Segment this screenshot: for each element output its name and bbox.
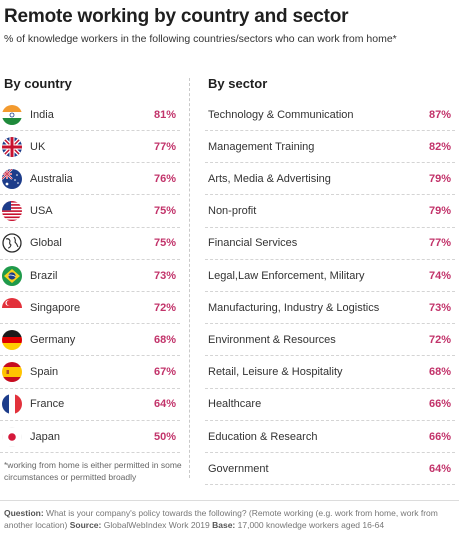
- sector-label: Legal,Law Enforcement, Military: [208, 269, 365, 282]
- sector-row: Healthcare 66%: [205, 389, 455, 421]
- question-text: What is your company's policy towards th…: [4, 508, 438, 530]
- country-value: 75%: [153, 205, 176, 218]
- sector-row: Financial Services 77%: [205, 228, 455, 260]
- country-row: Brazil 73%: [0, 260, 180, 292]
- country-row: Germany 68%: [0, 324, 180, 357]
- sector-row: Non-profit 79%: [205, 196, 455, 228]
- singapore-flag-icon: [2, 297, 22, 318]
- sector-value: 77%: [428, 237, 451, 250]
- sector-row: Legal,Law Enforcement, Military 74%: [205, 260, 455, 292]
- sector-row: Manufacturing, Industry & Logistics 73%: [205, 292, 455, 325]
- source-note: Question: What is your company's policy …: [4, 508, 456, 532]
- sector-value: 79%: [428, 172, 451, 185]
- sector-row: Management Training 82%: [205, 131, 455, 164]
- country-value: 67%: [153, 366, 176, 379]
- sector-label: Retail, Leisure & Hospitality: [208, 366, 343, 379]
- globe-icon: [2, 233, 22, 253]
- footer-divider: [0, 500, 459, 501]
- country-label: Singapore: [30, 301, 81, 314]
- sector-label: Environment & Resources: [208, 333, 336, 346]
- sector-value: 87%: [428, 108, 451, 121]
- base-text: 17,000 knowledge workers aged 16-64: [237, 519, 385, 530]
- question-label: Question:: [4, 508, 44, 518]
- country-row: USA 75%: [0, 196, 180, 228]
- source-label: Source:: [69, 519, 102, 530]
- country-row: Global 75%: [0, 228, 180, 260]
- country-label: USA: [30, 205, 53, 218]
- country-label: Brazil: [30, 269, 58, 282]
- sector-label: Healthcare: [208, 398, 262, 411]
- sector-value: 73%: [428, 301, 451, 314]
- sector-column-heading: By sector: [208, 76, 268, 91]
- australia-flag-icon: [2, 168, 22, 189]
- sector-value: 82%: [428, 140, 451, 153]
- country-value: 77%: [153, 140, 176, 153]
- sector-label: Financial Services: [208, 237, 298, 250]
- sector-value: 68%: [428, 366, 451, 379]
- india-flag-icon: [2, 104, 22, 125]
- spain-flag-icon: [2, 362, 22, 383]
- sector-value: 66%: [428, 398, 451, 411]
- column-divider: [189, 78, 190, 478]
- sector-label: Management Training: [208, 140, 315, 153]
- sector-label: Arts, Media & Advertising: [208, 172, 331, 185]
- country-row: France 64%: [0, 389, 180, 421]
- sector-label: Government: [208, 462, 269, 475]
- country-row: Spain 67%: [0, 357, 180, 389]
- footnote: *working from home is either permitted i…: [4, 460, 182, 482]
- country-label: Germany: [30, 333, 76, 346]
- country-label: Australia: [30, 172, 73, 185]
- sector-row: Government 64%: [205, 453, 455, 486]
- country-row: Japan 50%: [0, 421, 180, 453]
- base-label: Base:: [212, 519, 236, 530]
- sector-value: 72%: [428, 333, 451, 346]
- sector-row: Education & Research 66%: [205, 421, 455, 453]
- country-label: Global: [30, 237, 62, 250]
- france-flag-icon: [2, 394, 22, 415]
- country-label: France: [30, 398, 65, 411]
- country-value: 50%: [153, 430, 176, 443]
- country-row: UK 77%: [0, 131, 180, 164]
- sector-value: 74%: [428, 269, 451, 282]
- sector-value: 64%: [428, 462, 451, 475]
- sector-row: Environment & Resources 72%: [205, 324, 455, 357]
- country-label: Japan: [30, 430, 60, 443]
- country-column-heading: By country: [4, 76, 72, 91]
- country-row: India 81%: [0, 99, 180, 131]
- germany-flag-icon: [2, 329, 22, 350]
- sector-value: 66%: [428, 430, 451, 443]
- country-label: UK: [30, 140, 46, 153]
- country-label: Spain: [30, 366, 59, 379]
- sector-label: Technology & Communication: [208, 108, 354, 121]
- country-value: 76%: [153, 172, 176, 185]
- sector-label: Education & Research: [208, 430, 318, 443]
- sector-row: Arts, Media & Advertising 79%: [205, 163, 455, 196]
- sector-row: Retail, Leisure & Hospitality 68%: [205, 357, 455, 389]
- country-row: Singapore 72%: [0, 292, 180, 325]
- japan-flag-icon: [2, 426, 22, 447]
- country-row: Australia 76%: [0, 163, 180, 196]
- brazil-flag-icon: [2, 265, 22, 286]
- sector-value: 79%: [428, 205, 451, 218]
- sector-label: Non-profit: [208, 205, 257, 218]
- chart-title: Remote working by country and sector: [4, 6, 349, 27]
- country-label: India: [30, 108, 54, 121]
- country-value: 64%: [153, 398, 176, 411]
- sector-row: Technology & Communication 87%: [205, 99, 455, 131]
- country-value: 72%: [153, 301, 176, 314]
- country-value: 73%: [153, 269, 176, 282]
- country-value: 81%: [153, 108, 176, 121]
- usa-flag-icon: [2, 201, 22, 222]
- uk-flag-icon: [2, 136, 22, 157]
- sector-label: Manufacturing, Industry & Logistics: [208, 301, 380, 314]
- country-value: 75%: [153, 237, 176, 250]
- source-text: GlobalWebIndex Work 2019: [103, 519, 210, 530]
- country-value: 68%: [153, 333, 176, 346]
- chart-subtitle: % of knowledge workers in the following …: [4, 33, 397, 45]
